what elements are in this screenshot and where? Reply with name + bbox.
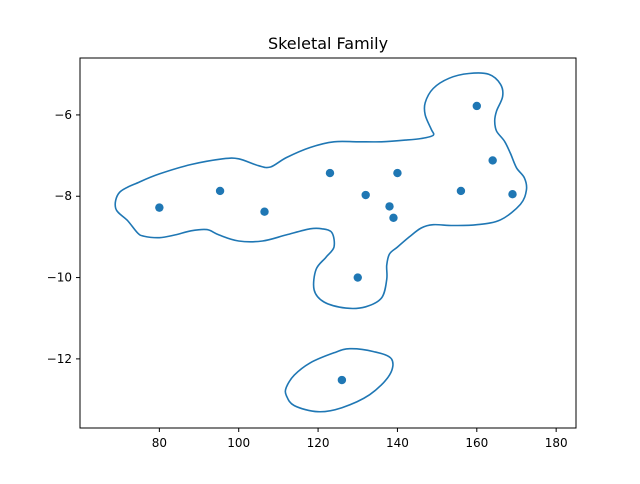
y-tick-label: −8 <box>54 189 72 203</box>
data-point-13 <box>508 190 517 199</box>
y-tick-label: −12 <box>47 352 72 366</box>
data-point-8 <box>389 213 398 222</box>
contours-layer <box>114 72 528 413</box>
data-point-1 <box>155 203 164 212</box>
plot-frame <box>79 57 577 429</box>
x-axis: 80 100 120 140 160 180 <box>152 428 568 450</box>
data-point-3 <box>260 207 269 216</box>
x-tick-label: 140 <box>386 436 409 450</box>
data-point-2 <box>215 186 225 196</box>
data-point-12 <box>488 156 497 165</box>
x-tick-label: 80 <box>152 436 167 450</box>
data-point-4 <box>325 168 335 178</box>
x-tick-label: 120 <box>307 436 330 450</box>
data-point-10 <box>456 186 466 196</box>
chart-title: Skeletal Family <box>268 34 388 53</box>
data-point-14 <box>337 375 347 385</box>
x-tick-label: 180 <box>545 436 568 450</box>
contour-1 <box>114 72 528 310</box>
y-tick-label: −6 <box>54 108 72 122</box>
y-tick-label: −10 <box>47 271 72 285</box>
data-point-9 <box>353 273 362 282</box>
points-layer <box>155 101 517 385</box>
x-tick-label: 100 <box>227 436 250 450</box>
data-point-7 <box>385 202 394 211</box>
data-point-6 <box>393 168 402 178</box>
x-tick-label: 160 <box>465 436 488 450</box>
y-axis: −6 −8 −10 −12 <box>47 108 80 366</box>
data-point-5 <box>361 190 370 200</box>
data-point-11 <box>472 101 481 111</box>
contour-2 <box>284 347 394 413</box>
